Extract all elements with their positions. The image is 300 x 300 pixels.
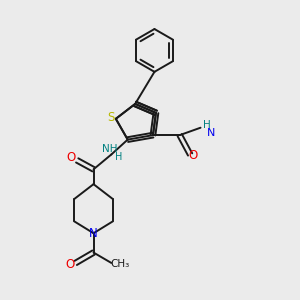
Text: N: N <box>207 128 215 138</box>
Text: O: O <box>188 149 198 162</box>
Text: O: O <box>67 151 76 164</box>
Text: N: N <box>89 227 98 240</box>
Text: H: H <box>202 120 210 130</box>
Text: H: H <box>115 152 122 162</box>
Text: CH₃: CH₃ <box>111 260 130 269</box>
Text: O: O <box>65 258 74 271</box>
Text: S: S <box>107 111 114 124</box>
Text: NH: NH <box>102 144 118 154</box>
